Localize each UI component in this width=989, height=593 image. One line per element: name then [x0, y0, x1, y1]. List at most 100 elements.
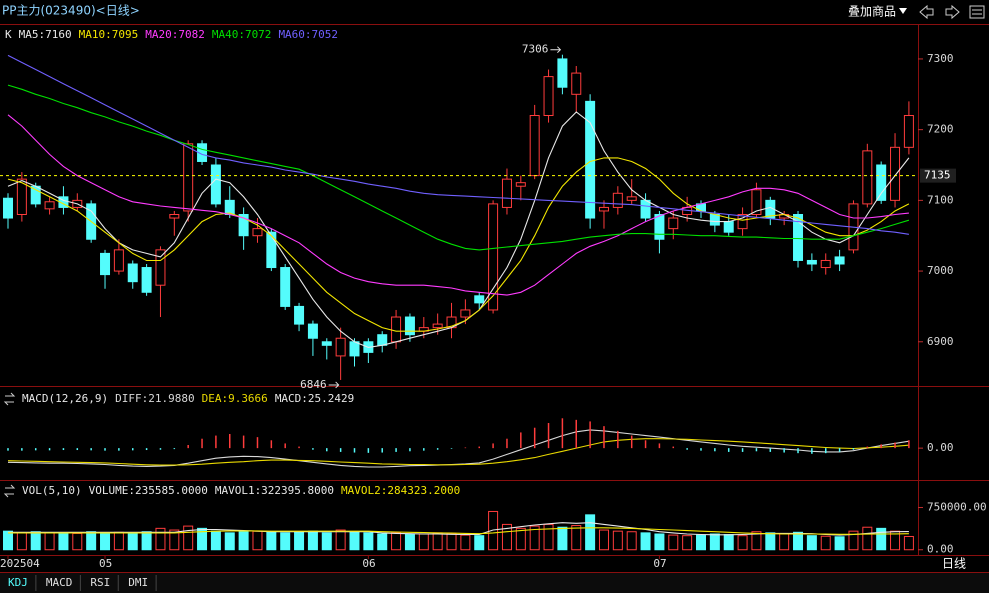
volume-bar	[529, 525, 540, 551]
candle-body	[654, 213, 665, 240]
volume-bar	[751, 531, 762, 551]
y-tick-label: 0.00	[927, 441, 954, 454]
candle-body	[349, 341, 360, 357]
volume-bar	[862, 526, 873, 551]
tab-bar	[0, 573, 989, 593]
candle-body	[44, 201, 55, 210]
legend-entry: DIFF:21.9880	[115, 392, 194, 405]
volume-bar	[58, 533, 69, 551]
candle-body	[321, 341, 332, 346]
candle-body	[890, 146, 901, 201]
candle-body	[294, 305, 305, 325]
overlay-dropdown-arrow[interactable]	[899, 8, 907, 14]
legend-entry: MA5:7160	[19, 28, 72, 41]
macd-line	[7, 438, 909, 466]
volume-bar	[72, 532, 83, 551]
volume-bar	[183, 525, 194, 551]
volume-bar	[488, 510, 499, 551]
volume-bar	[280, 532, 291, 551]
volume-bar	[903, 535, 914, 551]
y-tick-label: 0.00	[927, 543, 954, 556]
legend-entry: MA20:7082	[145, 28, 205, 41]
candle-body	[307, 323, 318, 339]
candle-body	[488, 203, 499, 311]
volume-bar	[612, 530, 623, 551]
ma-line	[7, 54, 909, 235]
panel-title: K	[5, 28, 12, 41]
volume-bar	[266, 531, 277, 551]
y-tick-label: 7300	[927, 52, 954, 65]
volume-bar	[571, 525, 582, 551]
menu-icon[interactable]	[969, 5, 985, 19]
overlay-button[interactable]: 叠加商品	[848, 4, 896, 19]
tab[interactable]: MACD	[46, 576, 73, 589]
candle-body	[460, 309, 471, 318]
candle-body	[557, 58, 568, 88]
x-tick-label: 202504	[0, 557, 40, 570]
candle-body	[820, 259, 831, 269]
volume-bar	[113, 531, 124, 551]
candle-body	[210, 164, 221, 205]
volume-bar	[294, 531, 305, 551]
candle-body	[377, 334, 388, 346]
candle-body	[737, 213, 748, 230]
volume-bar	[876, 527, 887, 551]
candle-body	[793, 213, 804, 261]
tab[interactable]: DMI	[128, 576, 148, 589]
legend-entry: DEA:9.3666	[202, 392, 268, 405]
legend-entry: MAVOL1:322395.8000	[215, 484, 334, 497]
tab[interactable]: KDJ	[8, 576, 28, 589]
candle-body	[585, 100, 596, 219]
candle-body	[100, 252, 111, 276]
candle-body	[626, 196, 637, 201]
panel-switch-icon[interactable]	[3, 392, 16, 406]
y-tick-label: 7200	[927, 123, 954, 136]
volume-bar	[515, 527, 526, 551]
volume-bar	[696, 534, 706, 551]
candle-body	[266, 231, 277, 269]
volume-bar	[793, 531, 804, 551]
volume-bar	[169, 529, 180, 551]
volume-bar	[197, 527, 208, 551]
volume-bar	[141, 531, 152, 551]
legend-entry: MA10:7095	[79, 28, 139, 41]
volume-bar	[100, 532, 111, 551]
candle-body	[501, 178, 512, 208]
volume-bar	[3, 530, 13, 551]
volume-bar	[391, 532, 402, 551]
legend-entry: MAVOL2:284323.2000	[341, 484, 460, 497]
candle-body	[474, 295, 485, 304]
extreme-arrow	[550, 46, 562, 54]
candle-body	[127, 263, 138, 283]
candle-body	[391, 316, 402, 343]
volume-bar	[210, 530, 221, 551]
candle-body	[751, 189, 762, 215]
candle-body	[709, 213, 720, 226]
back-icon[interactable]	[919, 4, 934, 20]
tab[interactable]: RSI	[90, 576, 110, 589]
candle-body	[903, 115, 914, 148]
forward-icon[interactable]	[945, 4, 960, 20]
x-tick-label: 05	[99, 557, 112, 570]
volume-bar	[598, 529, 609, 551]
candle-body	[404, 316, 415, 336]
candle-body	[571, 72, 582, 95]
y-tick-label: 7000	[927, 264, 954, 277]
volume-bar	[543, 523, 554, 551]
volume-bar	[765, 532, 776, 551]
candle-body	[113, 249, 124, 272]
volume-bar	[377, 533, 388, 551]
candle-body	[141, 267, 152, 293]
candle-body	[252, 228, 263, 237]
candle-body	[280, 267, 291, 307]
candle-body	[169, 213, 180, 219]
candle-body	[612, 192, 623, 208]
panel-switch-icon[interactable]	[3, 484, 16, 498]
volume-bar	[557, 526, 568, 551]
instrument-title: PP主力(023490)<日线>	[2, 4, 140, 18]
volume-bar	[30, 531, 41, 551]
candle-body	[723, 221, 734, 233]
candle-body	[3, 197, 13, 219]
